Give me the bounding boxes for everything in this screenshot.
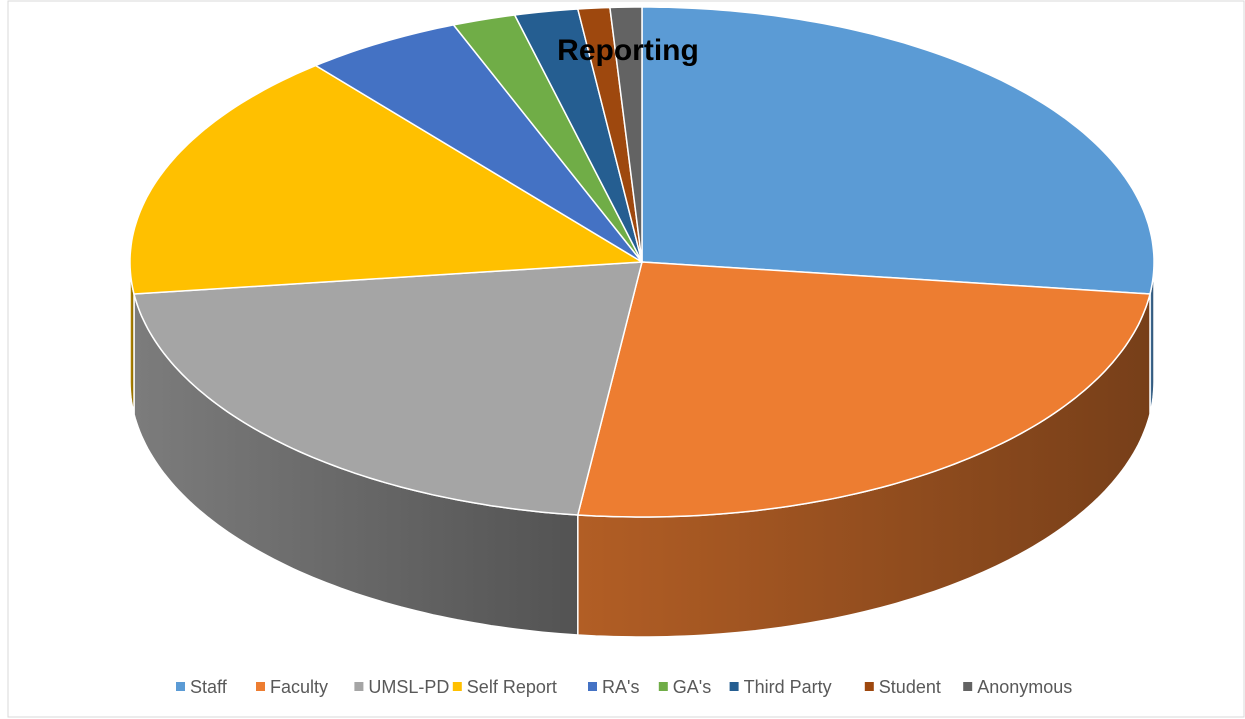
legend-swatch [176,682,185,691]
legend-swatch [452,682,462,691]
pie-slice [129,64,645,295]
legend-label: Third Party [744,677,832,697]
legend-label: Staff [190,677,228,697]
legend-label: Student [879,677,941,697]
legend-label: Self Report [467,677,557,697]
pie-slice [313,24,643,263]
legend-swatch [256,682,265,691]
legend-swatch [658,682,668,691]
pie-slice [641,6,1155,295]
legend-swatch [729,682,739,691]
pie-slice [133,261,643,516]
legend-swatch [354,682,364,691]
legend-label: Faculty [270,677,328,697]
pie-slice [576,261,1151,518]
legend-label: RA's [602,677,639,697]
legend-swatch [864,682,874,691]
pie-slice [513,8,643,263]
pie-slice [452,14,643,263]
legend-label: UMSL-PD [368,677,449,697]
chart-title: Reporting [557,34,699,67]
pie-tops [129,6,1155,518]
legend-swatch [588,682,597,691]
legend: Staff Faculty UMSL-PD Self Report RA's GA's Th… [176,677,1072,697]
pie-slice [609,6,643,263]
legend-label: Anonymous [977,677,1072,697]
legend-swatch [963,682,973,691]
pie-sides [129,261,1155,638]
legend-label: GA's [673,677,711,697]
